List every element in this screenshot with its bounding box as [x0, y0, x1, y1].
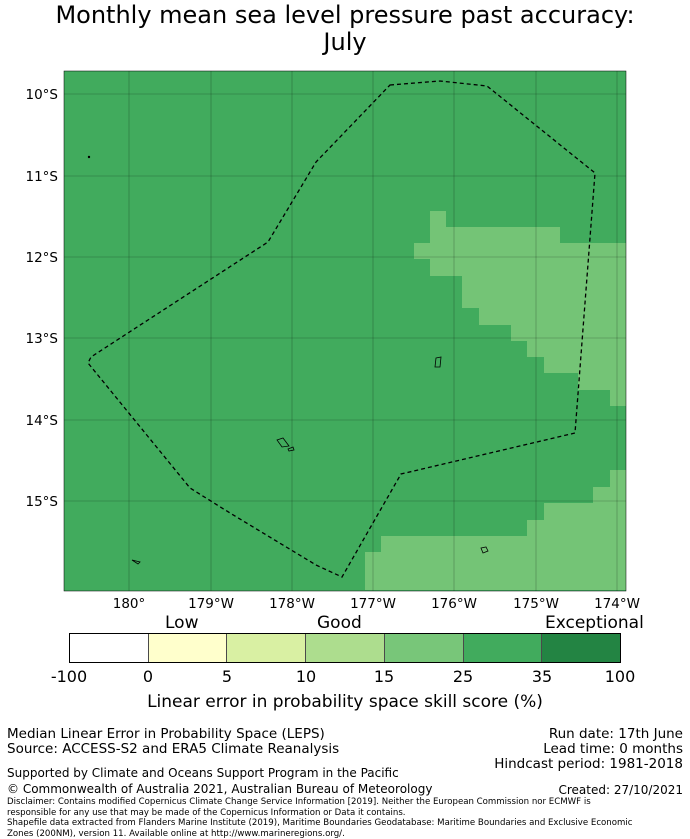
island-futuna — [276, 437, 290, 448]
colorbar-tick: 10 — [295, 667, 317, 686]
colorbar-tick: 5 — [221, 667, 233, 686]
chart-title: Monthly mean sea level pressure past acc… — [0, 2, 690, 56]
lon-label: 175°W — [513, 596, 559, 612]
disclaimer: Disclaimer: Contains modified Copernicus… — [7, 797, 685, 839]
hindcast-period: Hindcast period: 1981-2018 — [494, 756, 683, 772]
legend-good: Good — [317, 613, 362, 633]
skill-map: 10°S 11°S 12°S 13°S 14°S 15°S 180° 179°W… — [26, 70, 640, 612]
gridlines — [64, 71, 626, 591]
lat-axis: 10°S 11°S 12°S 13°S 14°S 15°S — [26, 87, 59, 510]
colorbar-tick: 0 — [142, 667, 154, 686]
skill-region-light-south — [365, 454, 626, 590]
colorbar-tick: 25 — [452, 667, 474, 686]
lat-label: 14°S — [26, 413, 59, 429]
colorbar-segment — [70, 634, 149, 662]
map-frame — [63, 70, 627, 592]
colorbar-segment — [148, 634, 228, 662]
title-line-2: July — [323, 28, 367, 56]
colorbar-title: Linear error in probability space skill … — [147, 692, 543, 712]
island-wallis — [434, 356, 442, 368]
lead-time: Lead time: 0 months — [543, 741, 683, 757]
eez-boundary — [87, 80, 596, 578]
island-north — [87, 155, 91, 159]
skill-region-light — [414, 211, 626, 406]
lon-label: 179°W — [188, 596, 234, 612]
lon-axis: 180° 179°W 178°W 177°W 176°W 175°W 174°W — [113, 596, 640, 612]
colorbar — [69, 633, 621, 663]
legend-low: Low — [165, 613, 199, 633]
island-west — [131, 559, 141, 565]
colorbar-segment — [306, 634, 385, 662]
lat-label: 10°S — [26, 87, 59, 103]
lon-label: 176°W — [431, 596, 477, 612]
colorbar-tick: 35 — [531, 667, 553, 686]
colorbar-tick: -100 — [50, 667, 88, 686]
title-line-1: Monthly mean sea level pressure past acc… — [55, 1, 635, 29]
disclaimer-line: responsible for any use that may be made… — [7, 807, 406, 818]
lon-label: 178°W — [269, 596, 315, 612]
lat-label: 11°S — [26, 169, 59, 185]
disclaimer-line: Zones (200NM), version 11. Available onl… — [7, 828, 345, 839]
run-date: Run date: 17th June — [548, 726, 683, 742]
source-text: Source: ACCESS-S2 and ERA5 Climate Reana… — [7, 741, 340, 757]
lat-label: 12°S — [26, 250, 59, 266]
island-east — [480, 546, 489, 554]
lon-label: 180° — [113, 596, 146, 612]
colorbar-segment — [542, 634, 621, 662]
disclaimer-line: Disclaimer: Contains modified Copernicus… — [7, 797, 591, 807]
islands — [87, 155, 489, 565]
copyright-text: © Commonwealth of Australia 2021, Austra… — [7, 782, 433, 796]
lon-label: 174°W — [594, 596, 640, 612]
lat-label: 15°S — [26, 494, 59, 510]
lon-label: 177°W — [350, 596, 396, 612]
created-date: Created: 27/10/2021 — [558, 783, 683, 797]
colorbar-tick: 100 — [604, 667, 636, 686]
colorbar-segment — [463, 634, 543, 662]
colorbar-segment — [227, 634, 307, 662]
method-text: Median Linear Error in Probability Space… — [7, 726, 325, 742]
disclaimer-line: Shapefile data extracted from Flanders M… — [7, 818, 633, 828]
colorbar-segment — [384, 634, 464, 662]
colorbar-tick: 15 — [373, 667, 395, 686]
lat-label: 13°S — [26, 331, 59, 347]
legend-exceptional: Exceptional — [545, 613, 644, 633]
island-alofi — [287, 446, 295, 452]
supported-text: Supported by Climate and Oceans Support … — [7, 766, 399, 780]
